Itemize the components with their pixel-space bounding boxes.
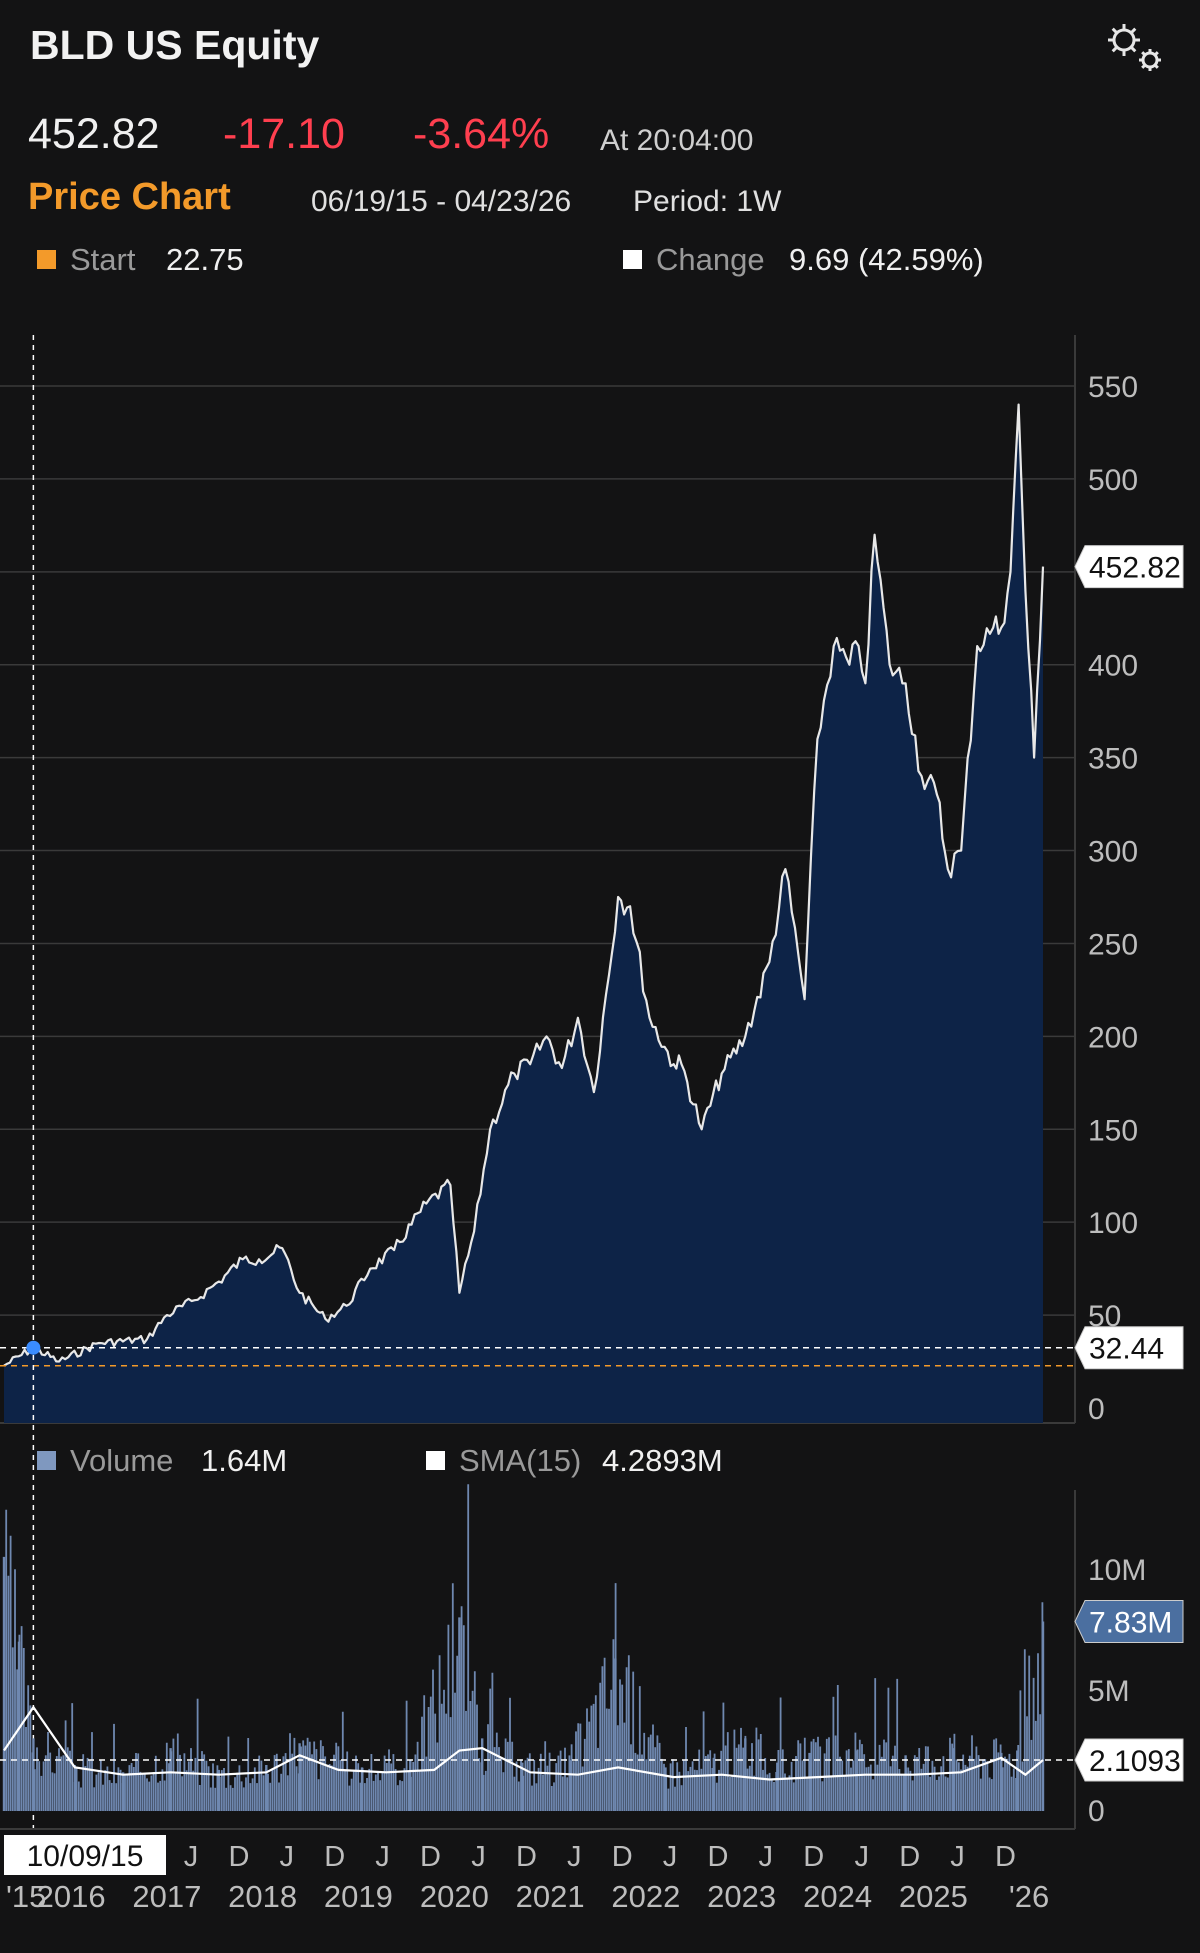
quote-time: At 20:04:00 bbox=[600, 124, 754, 157]
last-price: 452.82 bbox=[28, 110, 160, 158]
x-month-label: J bbox=[375, 1841, 390, 1873]
x-year-label: 2024 bbox=[803, 1879, 872, 1914]
x-month-label: D bbox=[803, 1841, 824, 1873]
x-month-label: J bbox=[663, 1841, 678, 1873]
change-legend-value: 9.69 (42.59%) bbox=[789, 242, 984, 277]
start-legend-value: 22.75 bbox=[166, 242, 244, 277]
x-month-label: D bbox=[708, 1841, 729, 1873]
price-area-fill bbox=[4, 404, 1043, 1424]
x-month-label: J bbox=[184, 1841, 199, 1873]
price-series-line bbox=[3, 403, 1045, 1367]
price-y-tick-label: 550 bbox=[1088, 371, 1138, 404]
crosshair-marker[interactable] bbox=[26, 1340, 41, 1355]
x-month-label: D bbox=[516, 1841, 537, 1873]
sma-legend-label: SMA(15) bbox=[459, 1443, 582, 1478]
x-year-label: 2023 bbox=[707, 1879, 776, 1914]
price-y-tick-label: 400 bbox=[1088, 650, 1138, 683]
percent-change: -3.64% bbox=[413, 110, 550, 158]
sma-legend-value: 4.2893M bbox=[602, 1443, 723, 1478]
period-selector[interactable]: Period: 1W bbox=[633, 185, 782, 218]
crosshair-date-tag bbox=[4, 1835, 166, 1875]
gear-icon[interactable] bbox=[1100, 18, 1170, 78]
x-year-label: '15 bbox=[6, 1879, 46, 1914]
x-year-label: 2021 bbox=[516, 1879, 585, 1914]
price-y-tick-label: 100 bbox=[1088, 1207, 1138, 1240]
last-volume-label: 7.83M bbox=[1089, 1607, 1172, 1640]
x-month-label: J bbox=[280, 1841, 295, 1873]
last-price-label: 452.82 bbox=[1089, 552, 1181, 585]
x-month-label: J bbox=[567, 1841, 582, 1873]
chart-type-label[interactable]: Price Chart bbox=[28, 176, 231, 218]
crosshair-value-label-tag bbox=[1074, 1326, 1184, 1370]
start-legend-label: Start bbox=[70, 242, 136, 277]
x-year-label: 2022 bbox=[611, 1879, 680, 1914]
volume-y-tick-label: 10M bbox=[1088, 1554, 1146, 1587]
price-y-tick-label: 350 bbox=[1088, 743, 1138, 776]
security-title: BLD US Equity bbox=[30, 22, 320, 68]
volume-legend-value: 1.64M bbox=[201, 1443, 288, 1478]
x-month-label: J bbox=[854, 1841, 869, 1873]
x-year-label: 2025 bbox=[899, 1879, 968, 1914]
x-month-label: J bbox=[758, 1841, 773, 1873]
x-year-label: 2017 bbox=[132, 1879, 201, 1914]
price-y-tick-label: 500 bbox=[1088, 464, 1138, 497]
x-month-label: D bbox=[899, 1841, 920, 1873]
last-sma-label-tag bbox=[1074, 1738, 1184, 1782]
last-price-label-tag bbox=[1074, 545, 1184, 589]
price-y-tick-label: 200 bbox=[1088, 1021, 1138, 1054]
x-month-label: D bbox=[324, 1841, 345, 1873]
x-month-label: D bbox=[612, 1841, 633, 1873]
x-year-label: 2016 bbox=[37, 1879, 106, 1914]
volume-y-tick-label: 5M bbox=[1088, 1675, 1130, 1708]
x-year-label: '26 bbox=[1009, 1879, 1049, 1914]
net-change: -17.10 bbox=[223, 110, 345, 158]
x-month-label: D bbox=[420, 1841, 441, 1873]
volume-legend-label: Volume bbox=[70, 1443, 174, 1478]
volume-y-tick-label: 0 bbox=[1088, 1795, 1105, 1828]
x-month-label: D bbox=[995, 1841, 1016, 1873]
last-sma-label: 2.1093 bbox=[1089, 1745, 1181, 1778]
price-y-tick-label: 300 bbox=[1088, 836, 1138, 869]
price-y-tick-label: 250 bbox=[1088, 928, 1138, 961]
crosshair-date-label: 10/09/15 bbox=[27, 1840, 144, 1873]
x-month-label: J bbox=[471, 1841, 486, 1873]
price-y-tick-label: 150 bbox=[1088, 1114, 1138, 1147]
x-year-label: 2020 bbox=[420, 1879, 489, 1914]
change-legend-label: Change bbox=[656, 242, 765, 277]
x-month-label: J bbox=[950, 1841, 965, 1873]
sma-legend-swatch bbox=[426, 1451, 445, 1470]
date-range[interactable]: 06/19/15 - 04/23/26 bbox=[311, 185, 572, 218]
x-month-label: D bbox=[229, 1841, 250, 1873]
last-volume-label-tag bbox=[1074, 1600, 1184, 1644]
price-y-tick-label: 0 bbox=[1088, 1393, 1105, 1426]
volume-legend-swatch bbox=[37, 1451, 56, 1470]
start-legend-swatch bbox=[37, 250, 56, 269]
crosshair-value-label: 32.44 bbox=[1089, 1333, 1164, 1366]
x-year-label: 2019 bbox=[324, 1879, 393, 1914]
change-legend-swatch bbox=[623, 250, 642, 269]
x-year-label: 2018 bbox=[228, 1879, 297, 1914]
sma-series-line bbox=[3, 1705, 1044, 1781]
